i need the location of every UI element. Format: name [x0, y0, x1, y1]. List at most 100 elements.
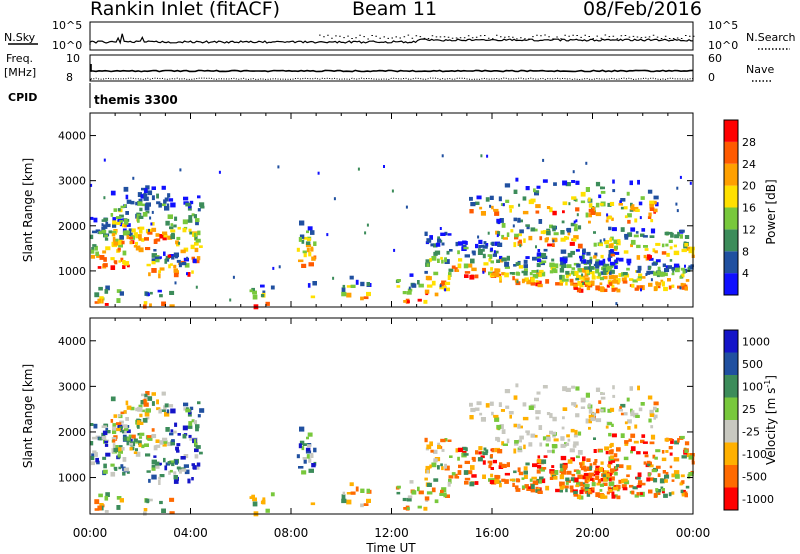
- velocity-cell: [458, 464, 463, 469]
- velocity-cell: [191, 463, 195, 467]
- power-cell: [619, 200, 622, 205]
- velocity-cell: [523, 466, 528, 471]
- power-cell: [667, 265, 672, 269]
- power-cell: [191, 256, 195, 260]
- velocity-cell: [553, 438, 559, 442]
- velocity-cell: [501, 441, 505, 446]
- power-cell: [614, 245, 618, 250]
- power-cell: [478, 248, 481, 252]
- velocity-cell: [600, 396, 606, 400]
- power-cell: [608, 257, 611, 262]
- power-cell: [571, 196, 577, 200]
- velocity-cell: [630, 446, 636, 452]
- power-cell: [656, 285, 661, 289]
- power-cell: [306, 247, 310, 253]
- power-cell: [575, 198, 578, 202]
- velocity-cell: [635, 414, 640, 418]
- velocity-cell: [545, 485, 550, 491]
- power-cell: [148, 228, 150, 232]
- velocity-cell: [95, 457, 99, 463]
- velocity-cell: [582, 465, 587, 471]
- power-cell: [144, 205, 150, 211]
- power-cell: [426, 238, 432, 243]
- power-cell: [439, 286, 445, 290]
- velocity-cell: [560, 436, 565, 441]
- velocity-cell: [118, 447, 122, 452]
- power-cell: [582, 275, 586, 279]
- power-cell: [169, 290, 175, 295]
- velocity-cell: [588, 414, 594, 419]
- power-cell: [655, 281, 659, 285]
- power-cell: [125, 194, 129, 200]
- power-cell: [144, 237, 149, 241]
- power-cell: [183, 247, 189, 252]
- power-cell: [194, 247, 199, 253]
- velocity-cell: [443, 492, 447, 498]
- power-cell: [417, 280, 420, 285]
- power-cell: [448, 272, 452, 277]
- velocity-cell: [650, 425, 654, 429]
- power-cell: [186, 256, 189, 260]
- velocity-cell: [260, 500, 265, 504]
- power-cell: [689, 181, 692, 185]
- power-cell: [671, 266, 676, 271]
- velocity-cell: [197, 414, 201, 418]
- velocity-cell: [417, 505, 422, 509]
- power-cell: [671, 284, 675, 288]
- power-cell: [588, 284, 593, 288]
- power-cell: [170, 234, 175, 240]
- x-tick-label: 08:00: [274, 526, 309, 540]
- power-cell: [350, 284, 356, 288]
- velocity-cell: [677, 438, 680, 443]
- velocity-cell: [141, 444, 145, 449]
- velocity-cell: [403, 507, 407, 510]
- power-cell: [583, 266, 589, 270]
- power-cell: [131, 228, 136, 233]
- power-cell: [94, 292, 100, 298]
- power-cell: [610, 249, 615, 253]
- power-cell: [534, 191, 539, 196]
- velocity-cell: [571, 402, 577, 406]
- power-cell: [669, 259, 673, 262]
- velocity-cell: [440, 463, 443, 467]
- power-cell: [494, 272, 500, 278]
- power-cell: [482, 245, 488, 249]
- velocity-scatter-field: [90, 383, 695, 517]
- power-cell: [634, 287, 639, 291]
- power-cell: [560, 237, 566, 242]
- velocity-cell: [346, 492, 353, 495]
- power-cell: [151, 195, 155, 201]
- velocity-cell: [176, 449, 180, 453]
- velocity-cell: [589, 465, 593, 471]
- power-cell: [680, 267, 685, 271]
- velocity-cell: [93, 423, 98, 429]
- velocity-cell: [520, 425, 523, 429]
- power-cell: [476, 195, 482, 200]
- power-cell: [103, 257, 107, 262]
- velocity-cell: [638, 480, 643, 485]
- power-cell: [116, 289, 122, 293]
- velocity-cell: [588, 403, 591, 408]
- power-cell: [536, 252, 542, 257]
- velocity-cell: [661, 488, 665, 492]
- velocity-cell: [143, 402, 149, 407]
- velocity-cell: [252, 497, 257, 502]
- velocity-cell: [565, 477, 570, 482]
- power-cell: [90, 249, 95, 254]
- power-cell: [540, 260, 547, 264]
- velocity-cell: [602, 474, 609, 479]
- power-cell: [298, 259, 304, 263]
- velocity-cell: [649, 477, 655, 481]
- power-cell: [584, 277, 590, 281]
- velocity-cell: [671, 491, 675, 495]
- velocity-cell: [528, 486, 534, 489]
- velocity-cell: [561, 426, 565, 430]
- velocity-cell: [608, 449, 614, 455]
- power-cell: [108, 230, 113, 234]
- velocity-cell: [623, 412, 628, 416]
- power-cell: [661, 243, 665, 248]
- power-cell: [262, 290, 266, 294]
- power-cell: [464, 254, 470, 258]
- power-cell: [396, 285, 401, 288]
- velocity-cell: [151, 392, 156, 396]
